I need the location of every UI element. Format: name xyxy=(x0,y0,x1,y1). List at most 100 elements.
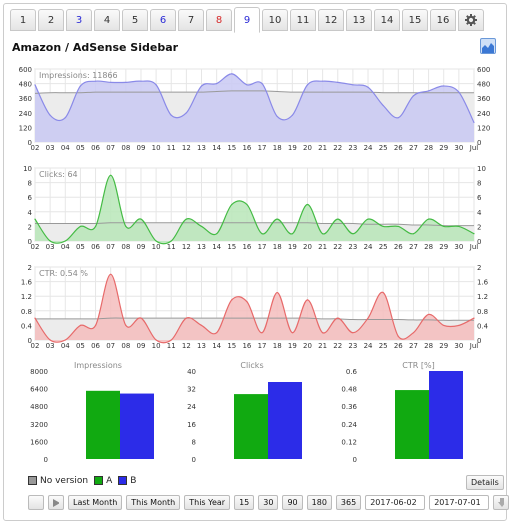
y-tick-label: 0 xyxy=(353,456,357,464)
x-tick-label: 15 xyxy=(227,243,236,251)
x-tick-label: 02 xyxy=(31,342,40,350)
y-tick-label: 32 xyxy=(187,386,196,394)
bar-B xyxy=(429,371,463,459)
tab-2[interactable]: 2 xyxy=(38,9,64,31)
range-15-button[interactable]: 15 xyxy=(234,495,255,510)
x-tick-label: 17 xyxy=(258,144,267,152)
data-point xyxy=(94,225,97,227)
x-tick-label: 03 xyxy=(46,243,55,251)
area-chart-icon[interactable] xyxy=(480,38,496,54)
y-tick-label-left: 600 xyxy=(19,66,32,74)
data-point xyxy=(382,291,384,294)
x-tick-label: 05 xyxy=(76,342,85,350)
x-tick-label: 10 xyxy=(152,342,161,350)
range-30-button[interactable]: 30 xyxy=(258,495,279,510)
legend-item-b[interactable]: B xyxy=(118,476,136,486)
x-tick-label: 02 xyxy=(31,243,40,251)
x-tick-label: 28 xyxy=(424,243,433,251)
tab-13[interactable]: 13 xyxy=(346,9,372,31)
data-point xyxy=(382,225,384,227)
previous-button[interactable] xyxy=(28,495,44,510)
bar-chart-title: Impressions xyxy=(74,361,122,370)
gear-icon[interactable] xyxy=(458,9,484,31)
y-tick-label: 0 xyxy=(192,456,196,464)
legend-item-a[interactable]: A xyxy=(94,476,112,486)
baseline-line xyxy=(34,222,474,227)
data-point xyxy=(458,91,460,93)
legend-item-no-version[interactable]: No version xyxy=(28,476,88,486)
data-point xyxy=(322,332,324,334)
download-button[interactable] xyxy=(493,495,510,510)
x-tick-label: 11 xyxy=(167,342,176,350)
data-point xyxy=(306,299,309,301)
range-365-button[interactable]: 365 xyxy=(335,495,362,510)
data-point xyxy=(246,84,248,86)
data-point xyxy=(276,291,278,294)
this-month-button[interactable]: This Month xyxy=(126,495,181,510)
legend-label: No version xyxy=(40,476,89,486)
tab-11[interactable]: 11 xyxy=(290,9,316,31)
range-180-button[interactable]: 180 xyxy=(306,495,332,510)
tab-15[interactable]: 15 xyxy=(402,9,428,31)
x-tick-label: 09 xyxy=(137,342,146,350)
x-tick-label: 30 xyxy=(454,144,463,152)
data-point xyxy=(125,225,127,227)
x-tick-label: 28 xyxy=(424,342,433,350)
last-month-button[interactable]: Last Month xyxy=(68,495,123,510)
x-tick-label: 08 xyxy=(121,342,130,350)
range-90-button[interactable]: 90 xyxy=(282,495,303,510)
bar-B xyxy=(120,393,154,459)
play-button[interactable] xyxy=(48,495,64,510)
tab-5[interactable]: 5 xyxy=(122,9,148,31)
x-tick-label: 09 xyxy=(137,243,146,251)
tab-9[interactable]: 9 xyxy=(234,7,260,33)
x-tick-label: 26 xyxy=(394,342,403,350)
date-to-input[interactable]: 2017-07-01 xyxy=(429,495,490,510)
data-point xyxy=(155,339,157,341)
tab-1[interactable]: 1 xyxy=(10,9,36,31)
data-point xyxy=(200,85,203,87)
tab-10[interactable]: 10 xyxy=(262,9,288,31)
y-tick-label-right: 8 xyxy=(477,180,481,188)
data-point xyxy=(246,203,248,206)
tab-12[interactable]: 12 xyxy=(318,9,344,31)
x-tick-label: 25 xyxy=(379,342,388,350)
legend-swatch-no-version xyxy=(28,476,37,485)
x-tick-label: 20 xyxy=(303,243,312,251)
y-tick-label-left: 1.2 xyxy=(21,293,32,301)
tab-16[interactable]: 16 xyxy=(430,9,456,31)
data-point xyxy=(458,225,460,227)
data-point xyxy=(125,81,127,83)
data-point xyxy=(291,332,293,334)
data-point xyxy=(443,225,445,227)
details-button[interactable]: Details xyxy=(466,475,504,490)
tab-14[interactable]: 14 xyxy=(374,9,400,31)
y-tick-label-left: 480 xyxy=(19,81,32,89)
data-point xyxy=(322,233,324,235)
data-point xyxy=(34,317,36,319)
x-tick-label: 06 xyxy=(91,243,100,251)
tab-3[interactable]: 3 xyxy=(66,9,92,31)
tab-8[interactable]: 8 xyxy=(206,9,232,31)
series-area xyxy=(35,274,474,343)
date-from-input[interactable]: 2017-06-02 xyxy=(365,495,426,510)
bar-chart-title: Clicks xyxy=(240,361,263,370)
this-year-button[interactable]: This Year xyxy=(184,495,231,510)
y-tick-label: 0 xyxy=(44,456,48,464)
data-point xyxy=(125,324,127,326)
x-tick-label: 26 xyxy=(394,243,403,251)
y-tick-label-left: 360 xyxy=(19,95,32,103)
data-point xyxy=(185,112,187,114)
tab-6[interactable]: 6 xyxy=(150,9,176,31)
data-point xyxy=(367,86,369,88)
y-tick-label-right: 1.6 xyxy=(477,279,489,287)
y-tick-label-right: 240 xyxy=(477,110,490,118)
tab-7[interactable]: 7 xyxy=(178,9,204,31)
data-point xyxy=(367,218,369,220)
x-tick-label: 22 xyxy=(333,342,342,350)
data-point xyxy=(110,174,112,176)
data-point xyxy=(216,233,218,235)
x-tick-label: 25 xyxy=(379,243,388,251)
tab-4[interactable]: 4 xyxy=(94,9,120,31)
x-tick-label: 21 xyxy=(318,243,327,251)
